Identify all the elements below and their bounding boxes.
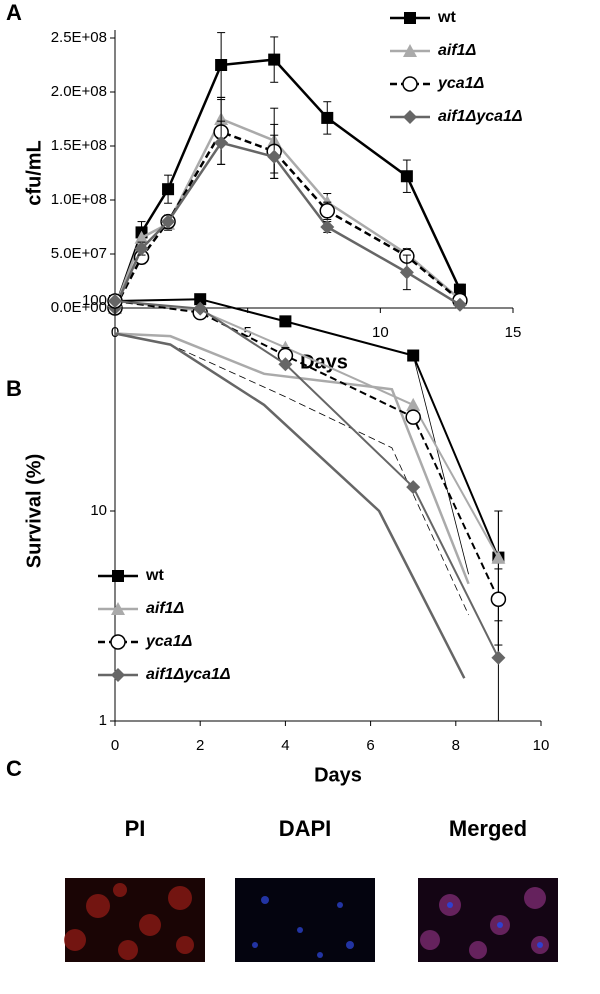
legend-label: aif1Δ bbox=[438, 42, 477, 59]
marker bbox=[491, 550, 506, 564]
marker bbox=[319, 203, 336, 219]
series-line bbox=[113, 130, 461, 309]
marker bbox=[453, 283, 466, 296]
trend-line bbox=[114, 333, 469, 616]
y-tick-label: 1 bbox=[99, 712, 107, 729]
marker bbox=[108, 294, 122, 308]
marker bbox=[405, 409, 421, 425]
legend-marker bbox=[403, 44, 417, 57]
marker bbox=[399, 265, 414, 280]
marker bbox=[162, 183, 175, 196]
error-bar bbox=[494, 620, 503, 722]
x-axis-title: Days bbox=[314, 764, 362, 786]
marker bbox=[490, 591, 507, 607]
x-tick-label: 6 bbox=[366, 737, 374, 754]
legend-marker bbox=[404, 12, 416, 24]
trend-line bbox=[114, 298, 469, 575]
pi-image bbox=[64, 878, 205, 962]
y-axis-title: Survival (%) bbox=[23, 454, 45, 568]
merged-image bbox=[418, 878, 558, 962]
legend-label: wt bbox=[145, 567, 164, 584]
legend-label: wt bbox=[437, 9, 456, 26]
image-title: Merged bbox=[449, 816, 527, 841]
y-tick-label: 100 bbox=[82, 292, 107, 309]
marker bbox=[161, 214, 176, 229]
image-title: DAPI bbox=[279, 816, 332, 841]
x-tick-label: 15 bbox=[505, 324, 522, 341]
series-line bbox=[113, 58, 462, 309]
marker bbox=[267, 149, 282, 164]
x-tick-label: 10 bbox=[372, 324, 389, 341]
x-axis-title: Days bbox=[300, 351, 348, 373]
legend-label: yca1Δ bbox=[437, 75, 485, 92]
y-tick-label: 5.0E+07 bbox=[51, 245, 107, 262]
x-tick-label: 5 bbox=[243, 324, 251, 341]
marker bbox=[406, 397, 421, 411]
y-axis-title: cfu/mL bbox=[23, 140, 45, 206]
marker bbox=[491, 650, 506, 665]
marker bbox=[194, 293, 207, 306]
legend-label: aif1Δyca1Δ bbox=[146, 666, 231, 683]
marker bbox=[193, 301, 208, 316]
marker bbox=[279, 315, 292, 328]
x-tick-label: 10 bbox=[533, 737, 550, 754]
legend-marker bbox=[111, 602, 125, 615]
panel-label: C bbox=[6, 756, 22, 781]
marker bbox=[321, 111, 334, 124]
legend-marker bbox=[111, 668, 125, 682]
x-tick-label: 8 bbox=[452, 737, 460, 754]
marker bbox=[407, 349, 420, 362]
marker bbox=[215, 59, 228, 71]
marker bbox=[406, 480, 421, 495]
dapi-image bbox=[235, 878, 375, 962]
legend-label: aif1Δ bbox=[146, 600, 185, 617]
legend-marker bbox=[112, 570, 124, 582]
y-tick-label: 2.0E+08 bbox=[51, 83, 107, 100]
marker bbox=[134, 241, 149, 256]
marker bbox=[278, 357, 293, 372]
marker bbox=[452, 297, 467, 312]
legend-label: yca1Δ bbox=[145, 633, 193, 650]
x-tick-label: 4 bbox=[281, 737, 289, 754]
x-tick-label: 0 bbox=[111, 737, 119, 754]
panel-label: A bbox=[6, 0, 22, 25]
legend-marker bbox=[402, 76, 418, 92]
image-title: PI bbox=[125, 816, 146, 841]
marker bbox=[320, 220, 335, 234]
series-line bbox=[113, 117, 461, 309]
legend-marker bbox=[403, 110, 417, 124]
marker bbox=[134, 230, 149, 244]
trend-line bbox=[114, 332, 466, 679]
y-tick-label: 1.5E+08 bbox=[51, 137, 107, 154]
marker bbox=[214, 135, 229, 150]
marker bbox=[400, 170, 413, 183]
panel-label: B bbox=[6, 376, 22, 401]
y-tick-label: 10 bbox=[90, 502, 107, 519]
trend-line bbox=[114, 332, 470, 585]
y-tick-label: 1.0E+08 bbox=[51, 191, 107, 208]
series-line bbox=[114, 300, 500, 559]
marker bbox=[268, 53, 281, 66]
series-line bbox=[113, 141, 461, 309]
legend-label: aif1Δyca1Δ bbox=[438, 108, 523, 125]
x-tick-label: 2 bbox=[196, 737, 204, 754]
legend-marker bbox=[110, 634, 126, 650]
y-tick-label: 2.5E+08 bbox=[51, 29, 107, 46]
y-tick-label: 0.0E+00 bbox=[51, 299, 107, 316]
